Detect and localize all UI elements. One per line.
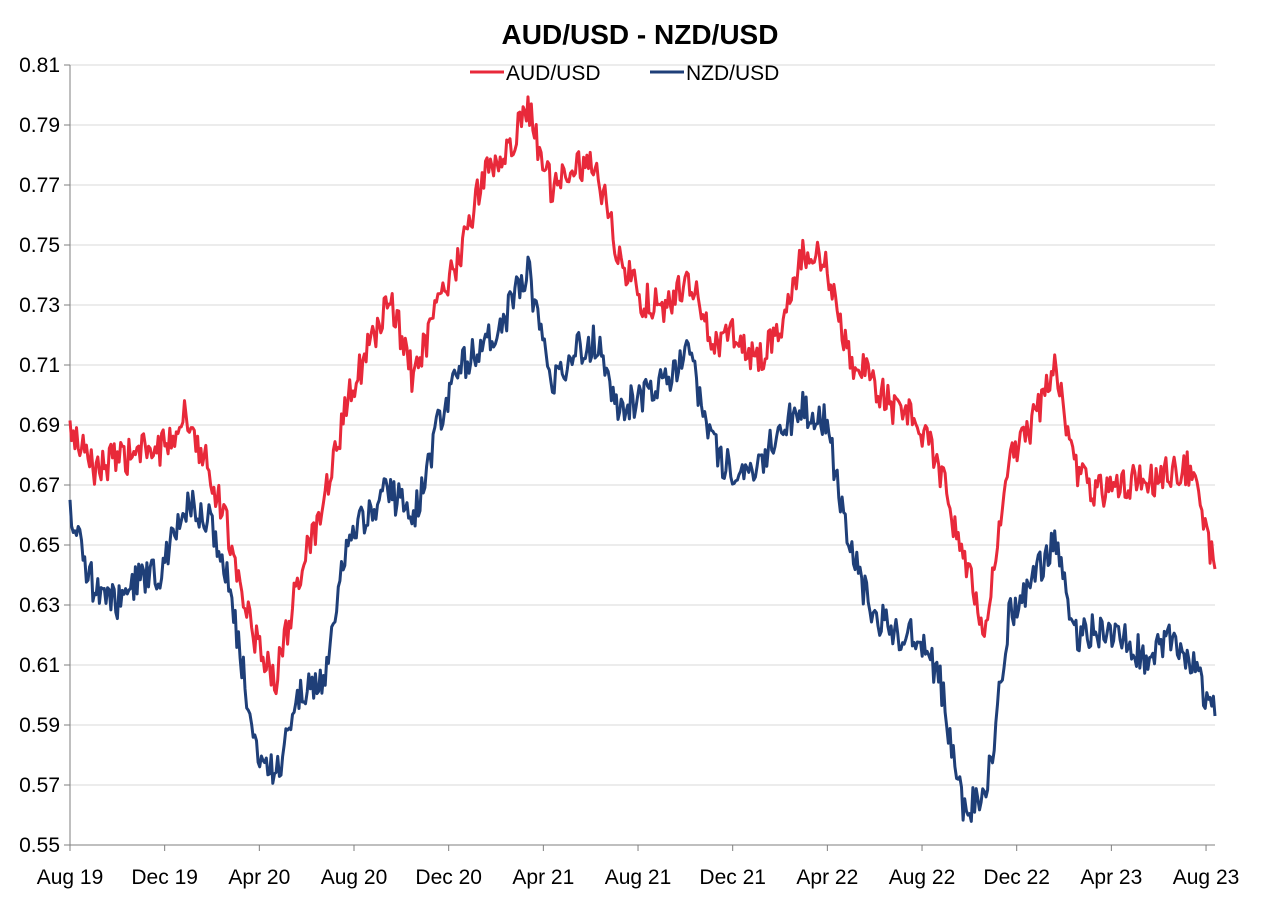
chart-title: AUD/USD - NZD/USD bbox=[502, 19, 779, 50]
y-tick-label: 0.73 bbox=[19, 294, 60, 317]
series-line-0 bbox=[68, 95, 1217, 696]
legend-label-1: NZD/USD bbox=[686, 62, 779, 85]
y-tick-label: 0.57 bbox=[19, 774, 60, 797]
x-tick-label: Dec 20 bbox=[415, 866, 482, 889]
y-tick-label: 0.77 bbox=[19, 174, 60, 197]
x-tick-label: Apr 20 bbox=[228, 866, 290, 889]
y-tick-label: 0.65 bbox=[19, 534, 60, 557]
x-tick-label: Dec 19 bbox=[131, 866, 198, 889]
y-tick-label: 0.75 bbox=[19, 234, 60, 257]
legend: AUD/USD NZD/USD bbox=[470, 62, 779, 85]
y-tick-label: 0.59 bbox=[19, 714, 60, 737]
x-tick-label: Dec 22 bbox=[983, 866, 1050, 889]
x-tick-label: Aug 22 bbox=[889, 866, 956, 889]
x-tick-label: Apr 21 bbox=[512, 866, 574, 889]
y-tick-label: 0.67 bbox=[19, 474, 60, 497]
y-tick-label: 0.63 bbox=[19, 594, 60, 617]
axes: 0.55 0.57 0.59 0.61 0.63 0.65 0.67 0.69 0.71 0.73… bbox=[19, 54, 1239, 889]
x-tick-label: Apr 22 bbox=[796, 866, 858, 889]
y-tick-label: 0.69 bbox=[19, 414, 60, 437]
y-tick-label: 0.81 bbox=[19, 54, 60, 77]
x-tick-label: Aug 19 bbox=[37, 866, 104, 889]
legend-label-0: AUD/USD bbox=[506, 62, 601, 85]
x-tick-label: Aug 23 bbox=[1173, 866, 1240, 889]
y-tick-label: 0.61 bbox=[19, 654, 60, 677]
y-tick-label: 0.71 bbox=[19, 354, 60, 377]
series-line-1 bbox=[68, 255, 1217, 823]
x-tick-label: Aug 20 bbox=[321, 866, 388, 889]
grid-lines bbox=[70, 64, 1215, 786]
x-tick-label: Aug 21 bbox=[605, 866, 672, 889]
series-lines bbox=[68, 95, 1217, 823]
y-tick-label: 0.79 bbox=[19, 114, 60, 137]
y-tick-label: 0.55 bbox=[19, 834, 60, 857]
x-tick-label: Dec 21 bbox=[699, 866, 766, 889]
x-tick-label: Apr 23 bbox=[1080, 866, 1142, 889]
